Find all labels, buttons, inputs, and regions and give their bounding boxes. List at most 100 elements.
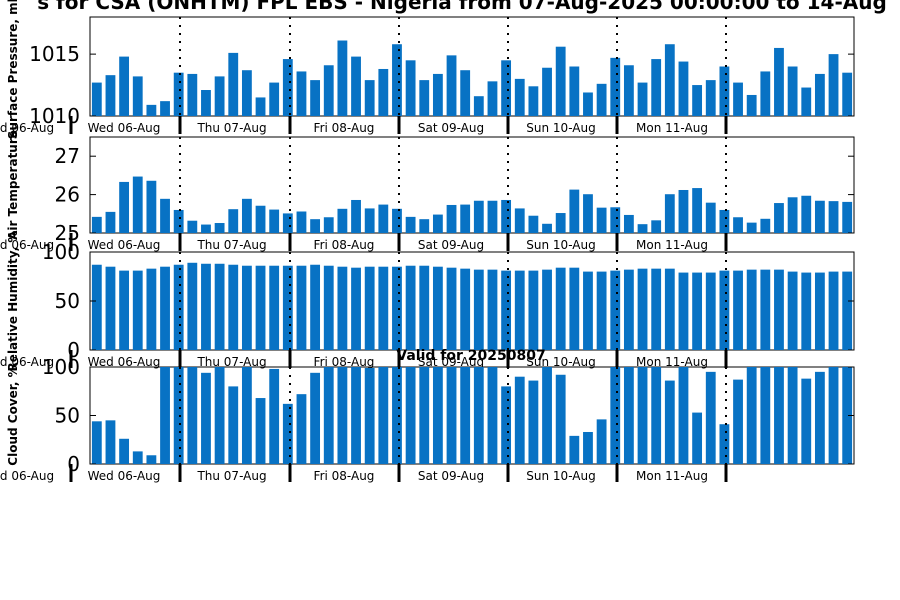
bar [132,76,143,116]
x-day-label: Sun 10-Aug [526,238,595,252]
bar [446,204,457,233]
bar [651,220,662,233]
x-day-label: Sun 10-Aug [526,121,595,135]
bar [91,264,102,350]
bar [760,71,771,116]
valid-for-label: Valid for 20250807 [396,348,545,364]
bar [460,70,471,116]
x-day-label: Fri 08-Aug [314,355,375,369]
bar [392,44,402,116]
bar [787,66,798,116]
bar [528,270,539,350]
bar [705,272,716,350]
bar [351,56,361,116]
bar [814,73,825,116]
bar [623,367,634,464]
bar [269,265,280,350]
x-day-label: Thu 07-Aug [196,238,266,252]
bar [378,68,389,116]
bar [542,269,552,350]
y-tick-label: 50 [55,289,80,313]
plot-frame [89,136,855,234]
bar [310,219,321,233]
bar [228,386,239,464]
bar [705,202,716,233]
bar [733,379,743,464]
bar [296,71,307,116]
bar [460,204,471,233]
bar [337,266,348,350]
bar [337,40,348,117]
bar [555,267,566,350]
bar [596,271,607,350]
bar [596,419,607,464]
bar [692,412,703,464]
bar [733,270,743,350]
bar [814,200,825,233]
bar [228,52,239,116]
bar [678,367,689,464]
bar [446,367,457,464]
bar [146,268,157,350]
bar [173,72,184,116]
bar [473,367,484,464]
bar [392,266,402,350]
y-axis-label: Air Temperature [6,130,20,240]
bar [105,420,116,464]
bar [214,76,225,116]
bar [255,265,266,350]
bar [664,268,675,350]
bar [719,424,730,464]
bar [378,367,389,464]
y-tick-label: 1015 [29,42,80,66]
bar [828,201,839,233]
x-day-label: Sat 09-Aug [418,469,484,483]
y-axis-label: Cloud Cover, % [6,365,20,465]
bar [692,188,703,233]
bar [364,266,375,350]
bar [733,82,743,116]
bar [760,218,771,233]
x-day-label: Wed 06-Aug [88,121,161,135]
bar [228,209,239,233]
bar [91,216,102,233]
bar [746,94,757,116]
bar [528,215,539,233]
bar [774,203,784,233]
x-day-label: d 06-Aug [0,121,54,135]
y-tick-label: 100 [42,355,80,379]
y-tick-label: 50 [55,404,80,428]
bar [651,268,662,350]
bar [214,367,225,464]
bar [705,371,716,464]
bar [501,60,512,116]
bar [583,271,593,350]
bar [310,264,321,350]
bar [501,199,512,233]
bar [623,65,634,116]
bar [105,266,116,350]
bar [569,435,580,464]
bar [528,380,539,464]
bar [119,270,130,350]
bar [528,86,539,116]
bar [583,431,593,464]
x-day-label: Sat 09-Aug [418,121,484,135]
bar [323,367,334,464]
bar [255,205,266,233]
bar [719,66,730,116]
y-tick-label: 0 [67,452,80,476]
bar [774,47,784,116]
x-day-label: Thu 07-Aug [196,355,266,369]
bar [842,367,853,464]
bar [241,367,252,464]
bar [664,380,675,464]
bar [637,268,648,350]
bar [187,262,198,350]
bar [692,85,703,116]
bar [637,367,648,464]
bar [746,367,757,464]
bar [705,80,716,116]
bar [842,271,853,350]
